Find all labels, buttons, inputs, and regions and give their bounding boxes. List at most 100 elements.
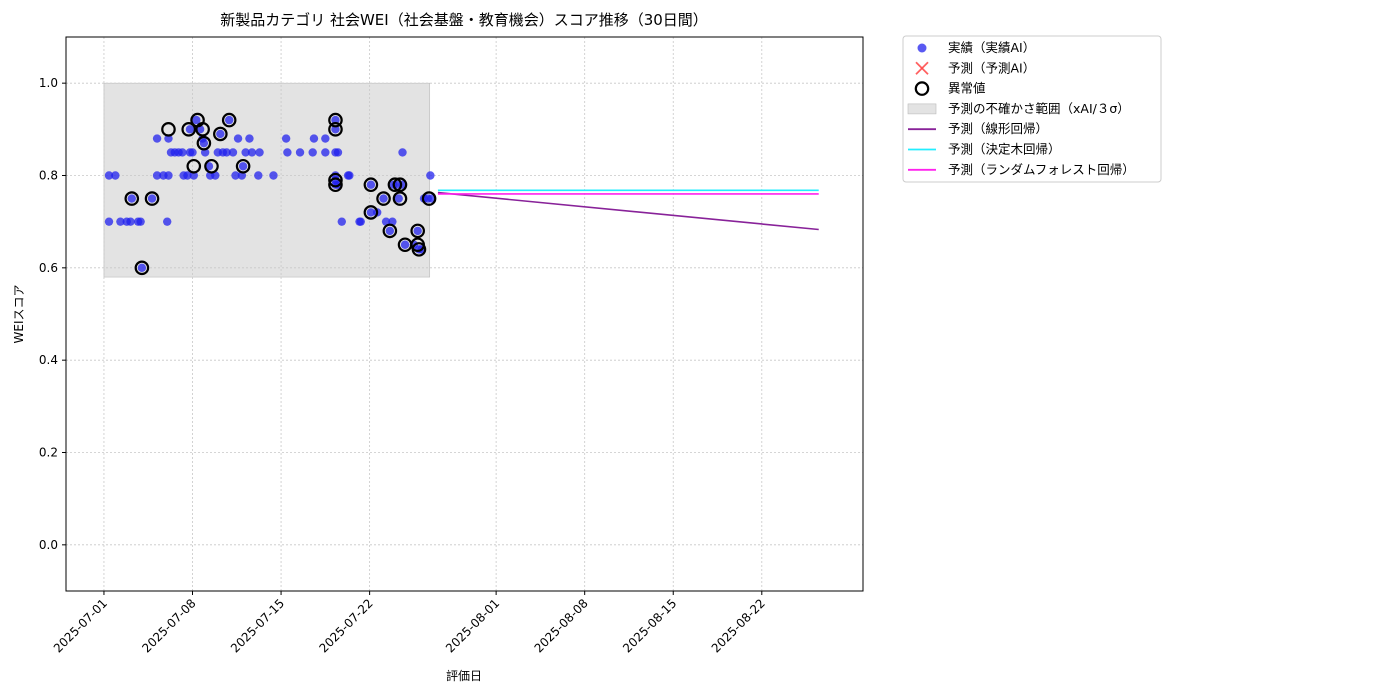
x-axis: 2025-07-01 2025-07-08 2025-07-15 2025-07-22… (51, 591, 768, 655)
actual-point (238, 162, 248, 171)
y-axis: 0.0 0.2 0.4 0.6 0.8 1.0 (39, 76, 66, 552)
actual-point (321, 148, 330, 157)
actual-point (204, 162, 214, 171)
legend-marker-actual (917, 43, 927, 53)
anomaly-point (195, 122, 210, 137)
actual-point (333, 148, 343, 157)
legend-marker-band (907, 103, 937, 115)
anomaly-point (387, 177, 403, 193)
actual-point (247, 148, 257, 157)
actual-point (366, 208, 376, 217)
legend-marker-forecast (915, 61, 929, 75)
actual-point (366, 180, 376, 189)
legend-label: 実績（実績AI） (948, 40, 1035, 55)
actual-point (199, 138, 209, 148)
actual-point (255, 148, 264, 157)
anomaly-point (144, 191, 160, 206)
actual-point (400, 240, 410, 249)
actual-point (116, 217, 125, 226)
actual-point (356, 217, 365, 226)
chart-title: 新製品カテゴリ 社会WEI（社会基盤・教育機会）スコア推移（30日間） (220, 11, 708, 29)
anomaly-point (186, 158, 202, 174)
actual-point (224, 115, 234, 125)
anomaly-point (204, 158, 219, 174)
actual-point (379, 194, 388, 203)
actual-point (183, 171, 192, 180)
y-tick-label: 0.6 (39, 261, 58, 275)
anomaly-point (328, 177, 343, 193)
actual-point (228, 148, 238, 157)
x-axis-label: 評価日 (446, 668, 482, 683)
y-tick-label: 0.8 (39, 169, 58, 183)
anomaly-point (421, 191, 437, 206)
actual-point (385, 226, 395, 236)
actual-point (111, 171, 120, 180)
actual-point (308, 148, 317, 157)
anomaly-point (161, 122, 176, 137)
actual-point (216, 129, 225, 139)
legend-label: 予測の不確かさ範囲（xAI/３σ） (948, 101, 1130, 116)
actual-point (231, 171, 240, 180)
anomaly-point (376, 191, 391, 206)
actual-point (245, 134, 254, 143)
actual-point (136, 217, 145, 226)
plot-frame (65, 36, 864, 592)
anomaly-point (392, 177, 408, 193)
actual-point (152, 134, 162, 143)
actual-point (152, 171, 162, 180)
legend-label: 予測（ランダムフォレスト回帰） (948, 162, 1135, 177)
actual-point (126, 217, 135, 226)
actual-point (188, 148, 197, 157)
anomaly-point (181, 122, 197, 137)
plot-area (66, 37, 863, 591)
forecast-line (437, 191, 819, 231)
actual-point (222, 148, 231, 157)
anomaly-point (124, 191, 140, 206)
legend-label: 異常値 (948, 81, 986, 96)
anomaly-point (221, 112, 237, 128)
actual-point (331, 115, 340, 125)
anomaly-point (196, 135, 212, 151)
actual-point (321, 134, 330, 143)
anomaly-point (392, 191, 408, 206)
actual-point (211, 171, 220, 180)
legend-label: 予測（線形回帰） (948, 121, 1048, 136)
actual-point (337, 217, 346, 226)
legend-marker-anomaly (914, 81, 930, 96)
anomaly-point (382, 223, 398, 239)
actual-point (189, 171, 198, 180)
anomaly-point (235, 158, 251, 174)
actual-point (164, 171, 173, 180)
y-tick-label: 1.0 (39, 76, 58, 90)
actual-point (398, 148, 407, 157)
y-tick-label: 0.0 (39, 538, 58, 552)
actual-point (413, 226, 422, 236)
anomaly-point (328, 112, 343, 128)
actual-point (104, 217, 114, 226)
x-tick-label: 2025-08-22 (709, 596, 768, 655)
anomaly-point (410, 223, 425, 239)
actual-point (427, 194, 436, 203)
y-tick-label: 0.2 (39, 446, 58, 460)
anomaly-point (134, 260, 150, 276)
y-tick-label: 0.4 (39, 353, 58, 367)
actual-point (104, 171, 114, 180)
actual-point (163, 217, 172, 226)
actual-point (394, 194, 403, 203)
x-tick-label: 2025-08-15 (620, 596, 679, 655)
actual-point (281, 134, 291, 143)
x-tick-label: 2025-07-22 (317, 596, 376, 655)
actual-point (295, 148, 305, 157)
x-tick-label: 2025-07-01 (51, 596, 110, 655)
anomaly-point (328, 172, 343, 188)
x-tick-label: 2025-08-08 (532, 596, 591, 655)
x-tick-label: 2025-07-08 (139, 596, 198, 655)
actual-point (233, 134, 243, 143)
legend-label: 予測（予測AI） (948, 60, 1035, 75)
actual-point (147, 194, 157, 203)
actual-point (137, 263, 147, 273)
actual-point (331, 125, 340, 134)
legend-label: 予測（決定木回帰） (948, 142, 1061, 157)
